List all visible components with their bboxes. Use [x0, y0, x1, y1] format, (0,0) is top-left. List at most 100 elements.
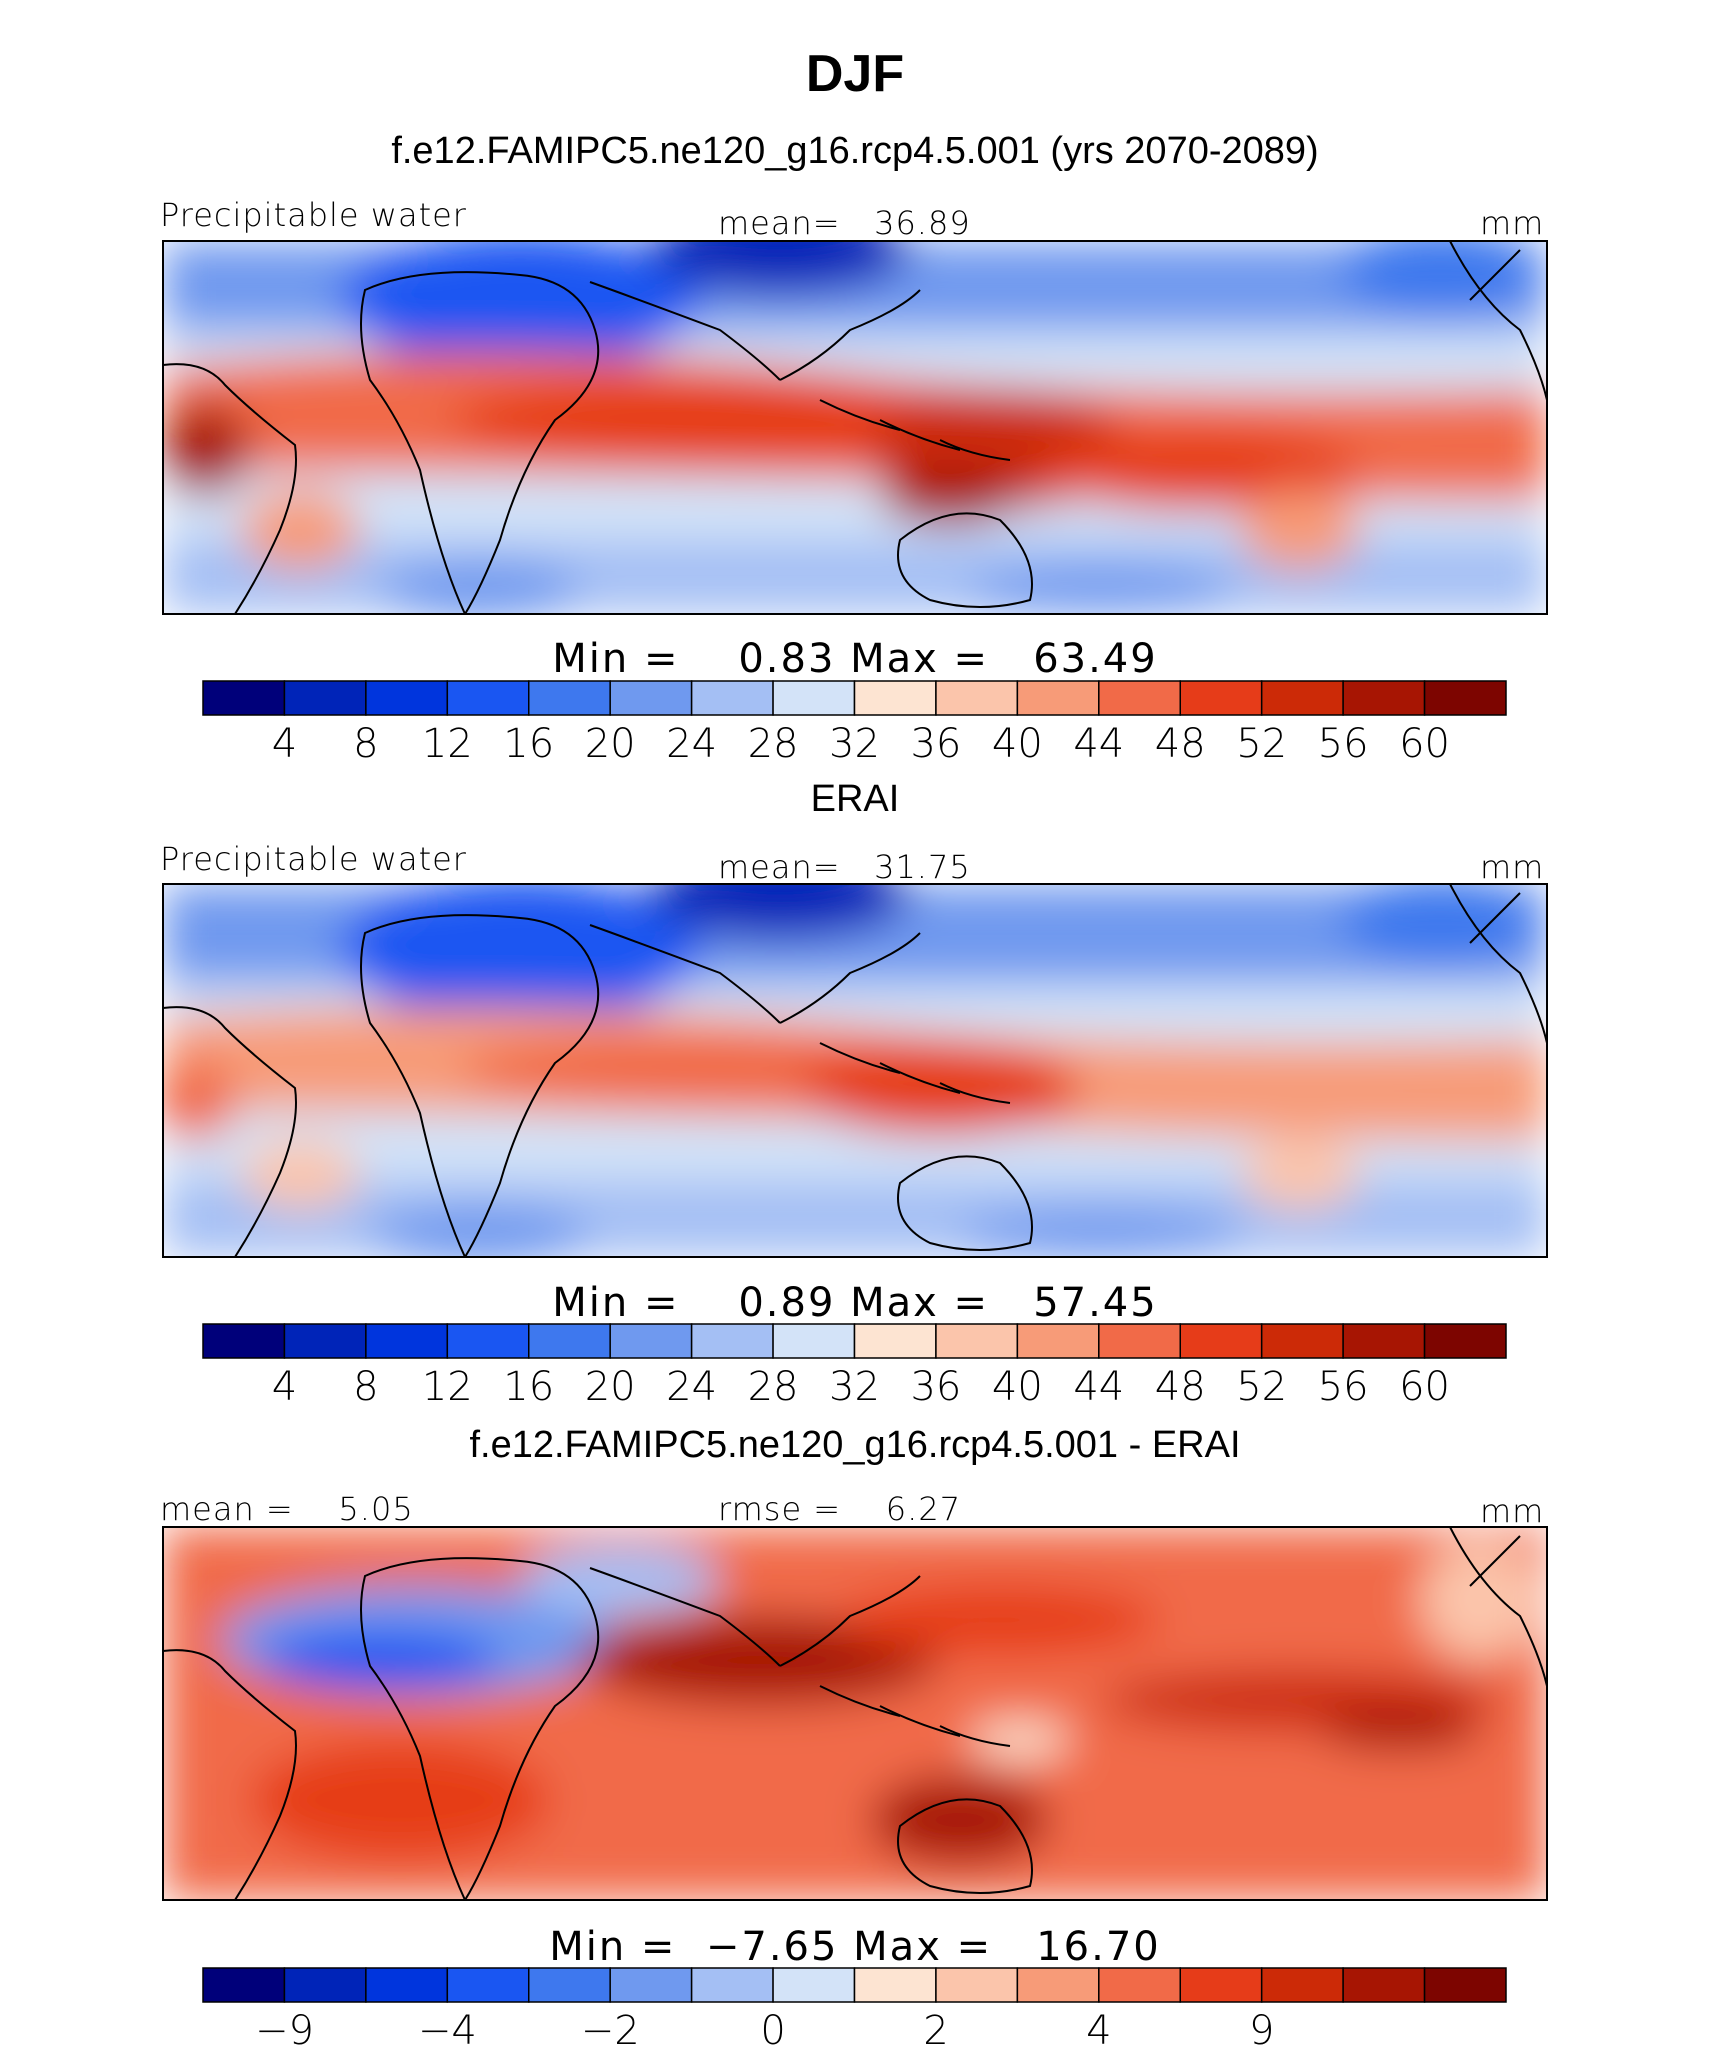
colorbar-1-swatch	[690, 680, 774, 716]
map-panel-2	[162, 883, 1548, 1258]
panel-1-mean-label: mean= 36.89	[718, 204, 971, 242]
colorbar-2-swatch	[609, 1323, 693, 1359]
panel-2-minmax: Min = 0.89 Max = 57.45	[552, 1280, 1158, 1326]
colorbar-1-tick-label: 44	[1073, 721, 1124, 767]
colorbar-1-tick-label: 28	[748, 721, 799, 767]
colorbar-2-tick-label: 44	[1073, 1364, 1124, 1410]
colorbar-2-swatch	[1098, 1323, 1181, 1359]
colorbar-2-swatch	[1342, 1323, 1426, 1359]
colorbar-2-swatch	[1179, 1323, 1263, 1359]
colorbar-2-tick-label: 52	[1236, 1364, 1287, 1410]
colorbar-1-tick-label: 52	[1236, 721, 1287, 767]
colorbar-1-tick-label: 20	[585, 721, 636, 767]
colorbar-3-tick-label: 4	[1086, 2008, 1111, 2048]
colorbar-3-tick-label: −9	[255, 2008, 314, 2048]
colorbar-2-tick-label: 56	[1318, 1364, 1369, 1410]
colorbar-2-tick-label: 24	[666, 1364, 717, 1410]
colorbar-3-swatch	[365, 1967, 449, 2003]
colorbar-2-tick-label: 4	[272, 1364, 297, 1410]
colorbar-1-swatch	[609, 680, 693, 716]
colorbar-3-swatch	[1016, 1967, 1100, 2003]
colorbar-2-swatch	[528, 1323, 611, 1359]
colorbar-2-tick-label: 32	[829, 1364, 880, 1410]
colorbar-2-tick-label: 8	[353, 1364, 378, 1410]
colorbar-2-tick-label: 36	[910, 1364, 961, 1410]
colorbar-2-swatch	[446, 1323, 530, 1359]
colorbar-1-swatch	[446, 680, 530, 716]
colorbar-3-tick-label: 9	[1249, 2008, 1274, 2048]
panel-3-units-label: mm	[1480, 1492, 1545, 1530]
colorbar-3-swatch	[528, 1967, 611, 2003]
colorbar-3-tick-label: −2	[581, 2008, 640, 2048]
colorbar-1-tick-label: 60	[1399, 721, 1450, 767]
colorbar-2: 4 8 12 16 20 24 28 32 36 40 44 48 52 56 60	[202, 1323, 1507, 1410]
colorbar-1-tick-label: 32	[829, 721, 880, 767]
panel-1-minmax: Min = 0.83 Max = 63.49	[552, 636, 1158, 682]
panel-2-variable-label: Precipitable water	[160, 840, 467, 878]
colorbar-1-tick-label: 40	[992, 721, 1043, 767]
colorbar-1-swatch	[1179, 680, 1263, 716]
colorbar-3-swatch	[446, 1967, 530, 2003]
colorbar-1-tick-label: 16	[503, 721, 554, 767]
panel-2-case-title: ERAI	[810, 778, 900, 820]
colorbar-2-tick-label: 60	[1399, 1364, 1450, 1410]
colorbar-1-swatch	[1423, 680, 1507, 716]
colorbar-3: −9 −4 −2 0 2 4 9	[202, 1967, 1507, 2048]
colorbar-2-swatch	[1423, 1323, 1507, 1359]
colorbar-1-swatch	[935, 680, 1019, 716]
colorbar-3-swatch	[1179, 1967, 1263, 2003]
colorbar-3-swatch	[1423, 1967, 1507, 2003]
colorbar-1-tick-label: 12	[422, 721, 473, 767]
colorbar-2-swatch	[1016, 1323, 1100, 1359]
colorbar-2-tick-label: 12	[422, 1364, 473, 1410]
colorbar-1-swatch	[528, 680, 611, 716]
panel-2-mean-label: mean= 31.75	[718, 848, 971, 886]
colorbar-1-swatch	[772, 680, 856, 716]
colorbar-3-swatch	[1342, 1967, 1426, 2003]
map-panel-3	[162, 1526, 1548, 1901]
colorbar-2-swatch	[690, 1323, 774, 1359]
colorbar-3-swatch	[772, 1967, 856, 2003]
panel-2-units-label: mm	[1480, 848, 1545, 886]
figure-title: DJF	[805, 45, 905, 103]
colorbar-1-swatch	[1260, 680, 1344, 716]
colorbar-1: 4 8 12 16 20 24 28 32 36 40 44 48 52 56 60	[202, 680, 1507, 767]
panel-3-rmse-label: rmse = 6.27	[718, 1490, 962, 1528]
panel-3-mean-label: mean = 5.05	[160, 1490, 414, 1528]
colorbar-3-tick-label: −4	[418, 2008, 477, 2048]
colorbar-1-swatch	[202, 680, 286, 716]
colorbar-3-swatch	[853, 1967, 937, 2003]
colorbar-2-tick-label: 48	[1155, 1364, 1206, 1410]
colorbar-2-tick-label: 40	[992, 1364, 1043, 1410]
colorbar-2-swatch	[772, 1323, 856, 1359]
colorbar-2-swatch	[365, 1323, 449, 1359]
colorbar-1-swatch	[1098, 680, 1181, 716]
panel-3-case-title: f.e12.FAMIPC5.ne120_g16.rcp4.5.001 - ERA…	[469, 1424, 1241, 1466]
colorbar-1-tick-label: 4	[272, 721, 297, 767]
colorbar-3-tick-label: 0	[760, 2008, 785, 2048]
colorbar-2-tick-label: 16	[503, 1364, 554, 1410]
colorbar-2-swatch	[202, 1323, 286, 1359]
map-panel-1	[162, 240, 1548, 615]
colorbar-2-swatch	[283, 1323, 367, 1359]
colorbar-1-tick-label: 8	[353, 721, 378, 767]
colorbar-3-swatch	[935, 1967, 1019, 2003]
colorbar-1-tick-label: 48	[1155, 721, 1206, 767]
panel-3-minmax: Min = −7.65 Max = 16.70	[549, 1924, 1161, 1970]
panel-1-units-label: mm	[1480, 204, 1545, 242]
colorbar-2-swatch	[853, 1323, 937, 1359]
colorbar-2-swatch	[1260, 1323, 1344, 1359]
colorbar-1-swatch	[1342, 680, 1426, 716]
colorbar-1-swatch	[283, 680, 367, 716]
colorbar-3-swatch	[1260, 1967, 1344, 2003]
colorbar-1-swatch	[1016, 680, 1100, 716]
colorbar-3-swatch	[202, 1967, 286, 2003]
colorbar-1-tick-label: 36	[910, 721, 961, 767]
colorbar-3-swatch	[609, 1967, 693, 2003]
colorbar-3-swatch	[283, 1967, 367, 2003]
colorbar-2-swatch	[935, 1323, 1019, 1359]
colorbar-1-swatch	[853, 680, 937, 716]
colorbar-2-tick-label: 20	[585, 1364, 636, 1410]
colorbar-3-swatch	[690, 1967, 774, 2003]
